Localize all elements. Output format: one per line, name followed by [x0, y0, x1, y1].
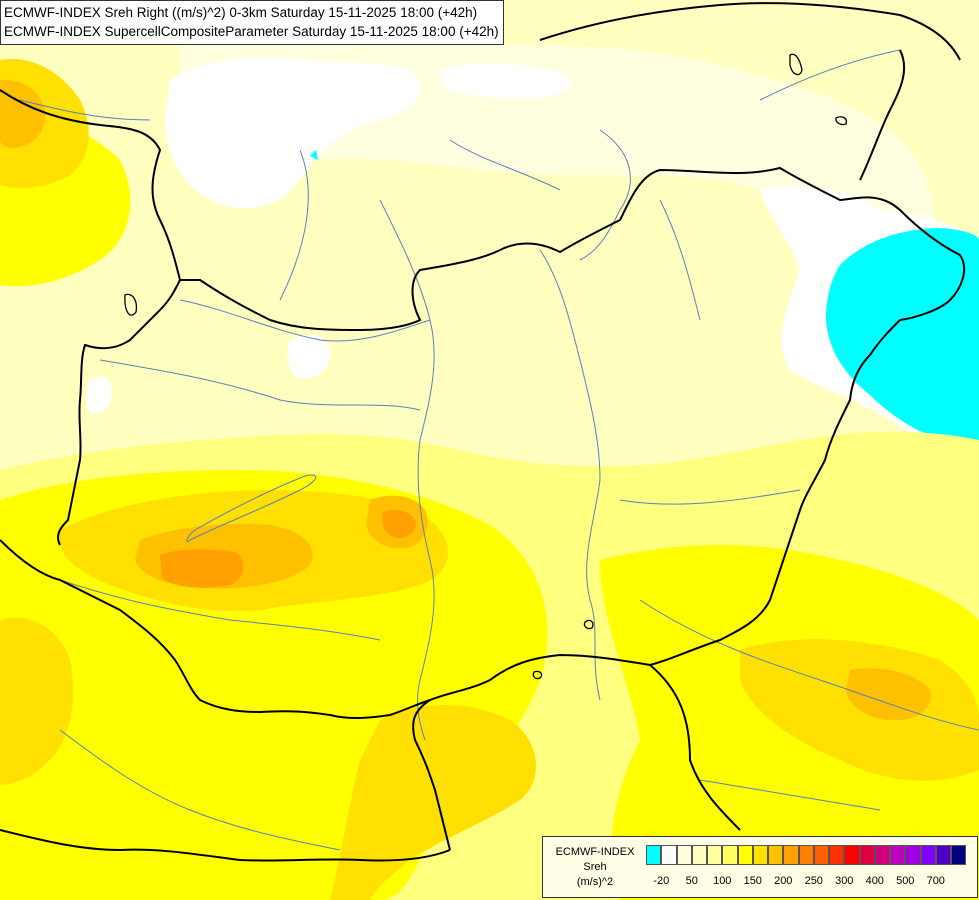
- legend-swatch-6: [737, 845, 753, 865]
- map-title-box: ECMWF-INDEX Sreh Right ((m/s)^2) 0-3km S…: [0, 0, 504, 45]
- border-ukraine: [649, 319, 901, 666]
- legend-swatch-20: [951, 845, 967, 865]
- legend-tick-label: 250: [804, 875, 823, 887]
- legend-tick-label: 400: [865, 875, 884, 887]
- island-1: [789, 53, 803, 76]
- border-south: [0, 829, 451, 862]
- river-8: [99, 359, 421, 411]
- border-west: [57, 279, 181, 546]
- legend-swatches: [646, 845, 967, 865]
- river-7: [659, 199, 701, 321]
- negative-speck: [310, 150, 318, 160]
- legend-swatch-11: [813, 845, 829, 865]
- river-11: [639, 599, 979, 731]
- legend-swatch-19: [935, 845, 951, 865]
- legend-ticks: -20 50 100 150 200 250 300 400 500 700: [646, 875, 976, 891]
- legend-variable-label: Sreh: [583, 861, 607, 873]
- legend-swatch-14: [859, 845, 875, 865]
- lake-balaton: [186, 474, 317, 543]
- river-16: [759, 49, 901, 101]
- river-13: [59, 729, 341, 851]
- border-north: [0, 89, 966, 332]
- border-croatia: [0, 539, 431, 719]
- country-borders: [0, 2, 966, 862]
- color-legend: ECMWF-INDEX Sreh (m/s)^2 -20 50 100 150 200 2…: [542, 836, 978, 898]
- island-5: [124, 293, 138, 316]
- no-data-zone-5: [86, 376, 112, 414]
- legend-swatch-7: [752, 845, 768, 865]
- river-2: [417, 319, 435, 741]
- legend-swatch-13: [844, 845, 860, 865]
- border-east-se: [649, 664, 741, 831]
- small-islands: [124, 53, 848, 680]
- orange-zone-se: [846, 668, 931, 721]
- island-2: [835, 116, 848, 126]
- legend-swatch-18: [920, 845, 936, 865]
- river-5: [379, 199, 431, 321]
- map-title-sreh: ECMWF-INDEX Sreh Right ((m/s)^2) 0-3km S…: [4, 5, 478, 20]
- legend-tick-label: 50: [685, 875, 698, 887]
- legend-swatch-12: [829, 845, 845, 865]
- border-romania-serbia: [412, 653, 651, 851]
- rivers: [19, 49, 979, 851]
- legend-swatch-8: [768, 845, 784, 865]
- no-data-zone-2: [440, 63, 571, 99]
- river-15: [19, 99, 151, 121]
- river-12: [699, 779, 881, 811]
- legend-swatch-16: [890, 845, 906, 865]
- yellow-field-sw-edge: [0, 617, 74, 785]
- legend-tick-label: 700: [926, 875, 945, 887]
- legend-swatch-3: [691, 845, 707, 865]
- legend-tick-label: 100: [713, 875, 732, 887]
- legend-swatch-4: [707, 845, 723, 865]
- border-northeast: [859, 49, 906, 181]
- river-10: [619, 489, 801, 505]
- legend-tick-label: 200: [774, 875, 793, 887]
- gold-zone-south: [330, 705, 537, 900]
- legend-swatch-10: [798, 845, 814, 865]
- no-data-zone-1: [165, 58, 420, 209]
- river-14: [449, 139, 561, 191]
- legend-swatch-9: [783, 845, 799, 865]
- legend-swatch-1: [661, 845, 677, 865]
- legend-tick-label: -20: [653, 875, 670, 887]
- map-title-scp: ECMWF-INDEX SupercellCompositeParameter …: [4, 24, 499, 39]
- orange-zone-mid-core: [382, 510, 416, 538]
- legend-tick-label: 300: [835, 875, 854, 887]
- gold-zone-se: [740, 639, 979, 781]
- legend-swatch-0: [646, 845, 662, 865]
- river-1: [179, 299, 431, 342]
- legend-unit-label: (m/s)^2: [576, 876, 614, 888]
- legend-swatch-2: [676, 845, 692, 865]
- orange-zone-central-core: [160, 549, 244, 588]
- river-3: [539, 249, 601, 701]
- river-9: [59, 579, 381, 641]
- legend-tick-label: 500: [896, 875, 915, 887]
- legend-model-label: ECMWF-INDEX: [555, 846, 635, 858]
- legend-swatch-15: [874, 845, 890, 865]
- no-data-zone-4: [287, 335, 330, 379]
- legend-swatch-5: [722, 845, 738, 865]
- legend-swatch-17: [905, 845, 921, 865]
- negative-zone-east: [826, 228, 979, 440]
- river-4: [279, 149, 309, 301]
- legend-name: ECMWF-INDEX Sreh (m/s)^2: [547, 845, 643, 890]
- island-3: [583, 619, 594, 630]
- legend-tick-label: 150: [743, 875, 762, 887]
- river-6: [579, 129, 631, 261]
- border-top: [539, 2, 961, 61]
- island-4: [532, 670, 543, 680]
